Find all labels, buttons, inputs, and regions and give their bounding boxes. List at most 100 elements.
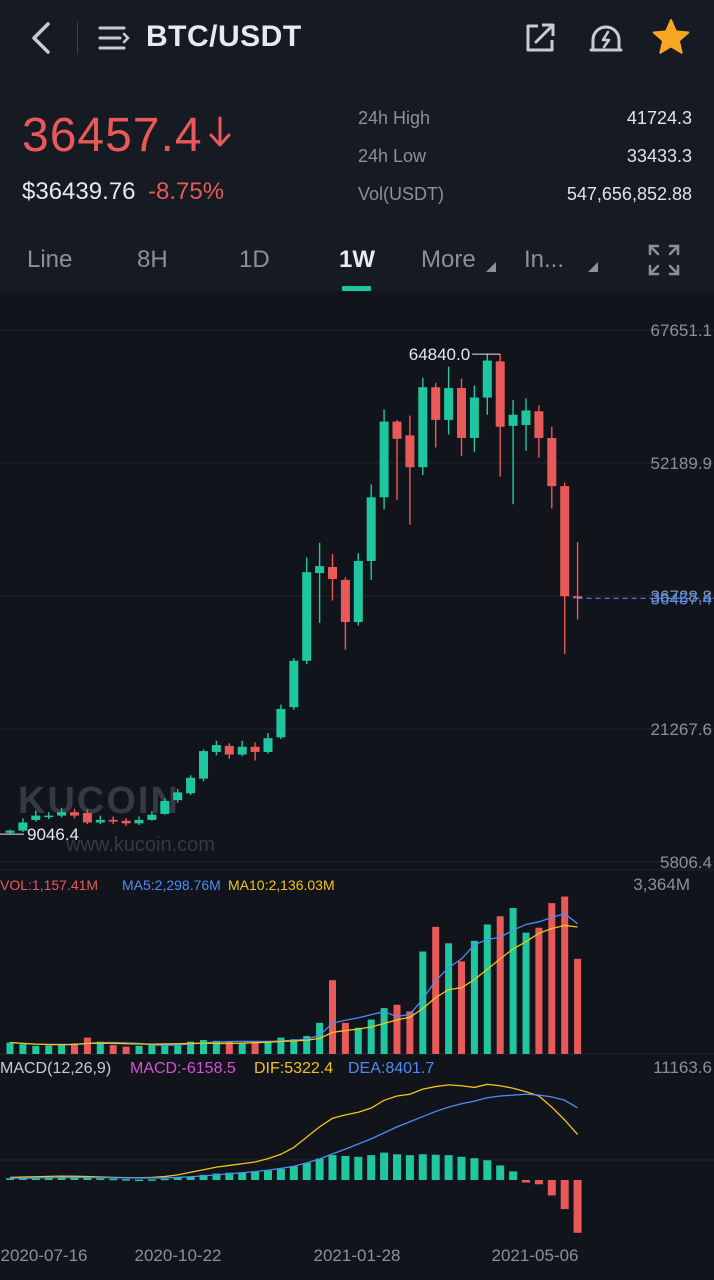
tab-more[interactable]: More xyxy=(421,246,476,273)
dif-value-label: DIF:5322.4 xyxy=(254,1060,333,1077)
volume-bar xyxy=(212,1040,220,1054)
volume-bar xyxy=(445,943,453,1054)
candle-body xyxy=(263,738,273,752)
volume-bar xyxy=(187,1041,195,1054)
macd-histogram-bar xyxy=(173,1177,182,1180)
macd-histogram-bar xyxy=(470,1158,479,1180)
macd-params-label: MACD(12,26,9) xyxy=(0,1060,111,1077)
macd-histogram-bar xyxy=(431,1154,440,1180)
macd-histogram-bar xyxy=(302,1162,311,1180)
price-alert-icon[interactable] xyxy=(588,20,624,56)
candle-body xyxy=(573,596,583,599)
volume-bar xyxy=(496,916,504,1054)
macd-histogram-bar xyxy=(212,1173,221,1180)
macd-histogram-bar xyxy=(96,1178,105,1180)
candle-body xyxy=(237,746,247,755)
macd-histogram-bar xyxy=(341,1156,350,1180)
volume-bar xyxy=(6,1042,14,1054)
macd-histogram-bar xyxy=(18,1177,27,1180)
tab-indicators[interactable]: In... xyxy=(524,246,565,273)
candle-body xyxy=(366,497,376,561)
candle-body xyxy=(57,812,67,816)
tab-1d[interactable]: 1D xyxy=(239,246,270,273)
price-tick-label: 52189.9 xyxy=(651,454,712,473)
candle-body xyxy=(495,361,505,427)
volume-bar xyxy=(548,903,556,1054)
volume-bar xyxy=(303,1035,311,1054)
candle-body xyxy=(134,819,144,824)
candle-body xyxy=(250,746,260,752)
top-bar: BTC/USDT xyxy=(0,0,714,80)
list-icon[interactable] xyxy=(98,22,130,54)
candle-body xyxy=(444,388,454,420)
volume-ma5-label: MA5:2,298.76M xyxy=(122,877,221,893)
time-tick-label: 2020-10-22 xyxy=(135,1246,222,1265)
candle-body xyxy=(211,745,221,752)
macd-histogram-bar xyxy=(57,1176,66,1180)
candle-body xyxy=(95,819,105,823)
macd-histogram-bar xyxy=(315,1158,324,1180)
fullscreen-icon[interactable] xyxy=(648,244,680,276)
macd-panel: MACD(12,26,9) MACD:-6158.5 DIF:5322.4 DEA:8… xyxy=(0,1058,712,1233)
low-value: 33433.3 xyxy=(626,146,692,166)
macd-histogram-bar xyxy=(534,1180,543,1185)
candle-body xyxy=(186,777,196,794)
change-percent: -8.75% xyxy=(148,178,225,205)
macd-histogram-bar xyxy=(457,1156,466,1180)
macd-histogram-bar xyxy=(328,1155,337,1180)
macd-histogram-bar xyxy=(109,1178,118,1181)
macd-histogram-bar xyxy=(289,1166,298,1180)
ticker-panel xyxy=(0,80,714,230)
back-icon[interactable] xyxy=(26,20,58,56)
candle-body xyxy=(328,566,337,580)
dea-line xyxy=(9,1093,578,1179)
candle-body xyxy=(31,815,41,820)
volume-panel: VOL:1,157.41M MA5:2,298.76M MA10:2,136.03M… xyxy=(0,875,690,1054)
favorite-star-icon[interactable] xyxy=(652,18,690,56)
high-value: 41724.3 xyxy=(626,108,692,128)
volume-bar xyxy=(290,1039,298,1054)
volume-bar xyxy=(367,1019,375,1054)
volume-value: 547,656,852.88 xyxy=(566,184,692,204)
macd-histogram-bar xyxy=(83,1177,92,1180)
share-icon[interactable] xyxy=(522,20,558,56)
macd-histogram-bar xyxy=(560,1180,569,1210)
candle-body xyxy=(521,410,531,426)
candle-body xyxy=(5,830,15,833)
volume-label: Vol(USDT) xyxy=(358,184,445,204)
current-price-label: 36457.4 xyxy=(651,589,712,608)
time-tick-label: 2020-07-16 xyxy=(1,1246,88,1265)
volume-bar xyxy=(419,951,427,1054)
macd-histogram-bar xyxy=(44,1177,53,1180)
candle-body xyxy=(276,708,286,738)
candle-body xyxy=(405,435,415,468)
candle-body xyxy=(173,792,183,801)
candle-body xyxy=(547,437,557,487)
price-tick-label: 67651.1 xyxy=(651,321,712,340)
kucoin-watermark-url: www.kucoin.com xyxy=(66,834,215,856)
macd-histogram-bar xyxy=(225,1172,234,1180)
candle-body xyxy=(560,486,570,597)
macd-value-label: MACD:-6158.5 xyxy=(130,1060,236,1077)
volume-bar xyxy=(329,980,336,1054)
kline-chart[interactable]: 67651.1 52189.9 36728.8 21267.6 5806.4 36457.… xyxy=(0,292,714,1280)
candle-body xyxy=(392,421,402,439)
volume-bar xyxy=(148,1044,156,1054)
volume-bar xyxy=(432,926,440,1054)
tab-line[interactable]: Line xyxy=(27,246,73,273)
volume-bar xyxy=(19,1044,27,1054)
tab-1w[interactable]: 1W xyxy=(339,246,375,273)
usd-price: $36439.76 xyxy=(22,178,136,205)
candle-body xyxy=(315,566,325,574)
candle-body xyxy=(431,387,441,420)
time-tick-label: 2021-01-28 xyxy=(314,1246,401,1265)
more-dropdown-icon xyxy=(486,262,496,272)
dif-line xyxy=(9,1083,579,1179)
macd-histogram-bar xyxy=(147,1179,156,1181)
volume-bar xyxy=(96,1041,104,1054)
candle-body xyxy=(18,822,28,831)
macd-histogram-bar xyxy=(444,1155,453,1180)
trading-pair-title[interactable]: BTC/USDT xyxy=(146,20,302,53)
volume-bar xyxy=(483,924,491,1054)
tab-8h[interactable]: 8H xyxy=(137,246,168,273)
